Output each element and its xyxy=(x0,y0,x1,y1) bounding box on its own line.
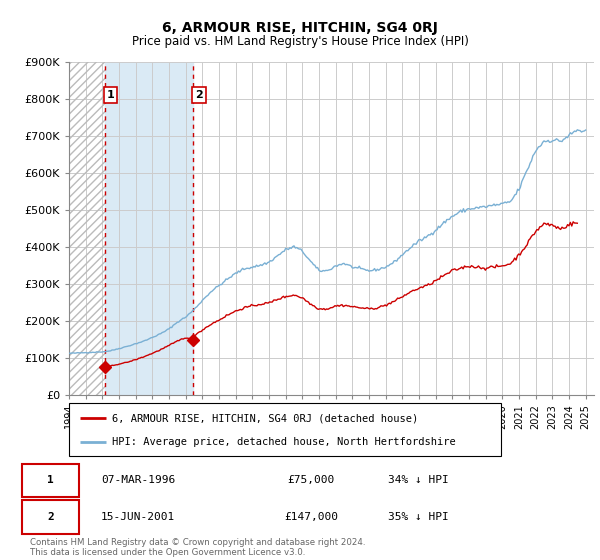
FancyBboxPatch shape xyxy=(69,403,501,456)
Text: £75,000: £75,000 xyxy=(287,475,334,485)
FancyBboxPatch shape xyxy=(22,464,79,497)
Text: 15-JUN-2001: 15-JUN-2001 xyxy=(101,512,175,521)
Text: 07-MAR-1996: 07-MAR-1996 xyxy=(101,475,175,485)
Text: 6, ARMOUR RISE, HITCHIN, SG4 0RJ: 6, ARMOUR RISE, HITCHIN, SG4 0RJ xyxy=(162,21,438,35)
Text: 2: 2 xyxy=(47,512,54,521)
Bar xyxy=(105,62,193,395)
Text: Contains HM Land Registry data © Crown copyright and database right 2024.
This d: Contains HM Land Registry data © Crown c… xyxy=(30,538,365,557)
Text: 6, ARMOUR RISE, HITCHIN, SG4 0RJ (detached house): 6, ARMOUR RISE, HITCHIN, SG4 0RJ (detach… xyxy=(112,413,418,423)
Text: 35% ↓ HPI: 35% ↓ HPI xyxy=(388,512,449,521)
Text: £147,000: £147,000 xyxy=(284,512,338,521)
Text: 1: 1 xyxy=(47,475,54,485)
Bar xyxy=(69,62,105,395)
Text: Price paid vs. HM Land Registry's House Price Index (HPI): Price paid vs. HM Land Registry's House … xyxy=(131,35,469,48)
Text: 34% ↓ HPI: 34% ↓ HPI xyxy=(388,475,449,485)
Text: HPI: Average price, detached house, North Hertfordshire: HPI: Average price, detached house, Nort… xyxy=(112,436,456,446)
Text: 1: 1 xyxy=(107,90,115,100)
FancyBboxPatch shape xyxy=(22,500,79,534)
Text: 2: 2 xyxy=(195,90,203,100)
Bar xyxy=(69,62,105,395)
